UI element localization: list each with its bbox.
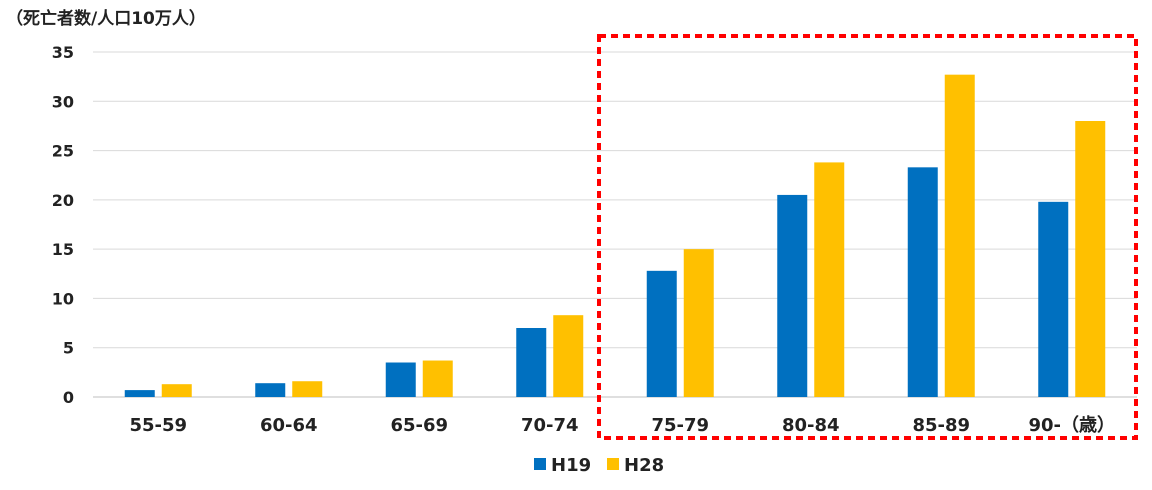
- y-tick-label: 20: [52, 191, 74, 210]
- legend-label: H19: [551, 455, 591, 476]
- y-tick-label: 5: [63, 339, 74, 358]
- bar-H19-65-69: [385, 362, 416, 397]
- category-label: 90-（歳）: [1028, 415, 1115, 436]
- legend-swatch-H28: [607, 458, 619, 470]
- bar-H19-70-74: [516, 328, 547, 397]
- y-tick-label: 25: [52, 142, 74, 161]
- bar-H28-60-64: [292, 381, 323, 397]
- y-axis-label: （死亡者数/人口10万人）: [6, 8, 206, 29]
- bar-H28-85-89: [944, 74, 975, 398]
- bar-H28-70-74: [553, 315, 584, 397]
- bar-H19-55-59: [124, 390, 155, 397]
- category-labels: 55-59 60-64 65-69 70-74 75-79 80-84 85-89 90-（歳…: [129, 415, 1115, 436]
- y-tick-labels: 0 5 10 15 20 25 30 35: [52, 43, 74, 407]
- category-label: 60-64: [260, 415, 318, 436]
- y-tick-label: 30: [52, 92, 74, 111]
- bar-H19-75-79: [646, 270, 677, 397]
- y-tick-label: 10: [52, 289, 74, 308]
- bar-H28-65-69: [422, 360, 453, 397]
- bar-H28-55-59: [161, 384, 192, 397]
- y-tick-label: 35: [52, 43, 74, 62]
- gridlines: [93, 51, 1137, 398]
- bar-H28-75-79: [683, 249, 714, 397]
- category-label: 65-69: [390, 415, 448, 436]
- bar-H28-80-84: [814, 162, 845, 397]
- bar-H19-90-（歳）: [1038, 201, 1069, 397]
- category-label: 70-74: [521, 415, 579, 436]
- bar-H28-90-（歳）: [1075, 121, 1106, 397]
- bar-H19-60-64: [255, 383, 286, 397]
- category-label: 75-79: [651, 415, 709, 436]
- category-label: 80-84: [782, 415, 840, 436]
- y-tick-label: 15: [52, 240, 74, 259]
- y-tick-label: 0: [63, 388, 74, 407]
- category-label: 85-89: [912, 415, 970, 436]
- bar-H19-85-89: [907, 167, 938, 397]
- highlight-box: [597, 34, 1138, 440]
- legend: H19 H28: [534, 455, 664, 476]
- bars: [124, 74, 1106, 398]
- legend-label: H28: [624, 455, 664, 476]
- bar-H19-80-84: [777, 194, 808, 397]
- legend-swatch-H19: [534, 458, 546, 470]
- category-label: 55-59: [129, 415, 187, 436]
